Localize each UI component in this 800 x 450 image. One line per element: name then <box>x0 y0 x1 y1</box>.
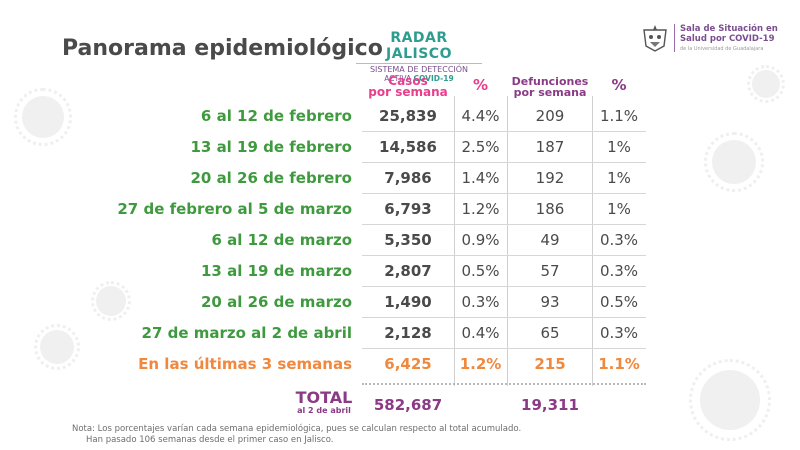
column-divider <box>454 96 455 386</box>
row-divider <box>362 224 646 225</box>
header-deaths: Defunciones por semana <box>511 75 589 99</box>
udg-seal-icon <box>643 25 667 52</box>
total-divider <box>362 383 646 385</box>
cases-value: 25,839 <box>379 107 437 125</box>
cases-pct: 0.4% <box>461 324 500 342</box>
cases-pct: 0.9% <box>461 231 500 249</box>
table-row: 27 de marzo al 2 de abril 2,128 0.4% 65 … <box>0 318 800 349</box>
week-label: 6 al 12 de marzo <box>211 231 352 249</box>
deaths-pct: 1.1% <box>599 107 639 125</box>
deaths-pct: 0.3% <box>599 262 639 280</box>
header-cases-pct: % <box>472 76 489 94</box>
logo-divider <box>674 24 675 52</box>
row-divider <box>362 255 646 256</box>
deaths-value: 65 <box>540 324 560 342</box>
table-row: 20 al 26 de marzo 1,490 0.3% 93 0.5% <box>0 287 800 318</box>
sala-subtitle: de la Universidad de Guadalajara <box>680 46 764 52</box>
row-divider <box>362 162 646 163</box>
virus-decoration-icon <box>33 323 81 371</box>
table-row: 20 al 26 de febrero 7,986 1.4% 192 1% <box>0 163 800 194</box>
row-divider <box>362 317 646 318</box>
radar-jalisco-logo: RADAR JALISCO SISTEMA DE DETECCIÓN ACTIV… <box>356 30 482 83</box>
deaths-value: 49 <box>540 231 560 249</box>
cases-value: 2,128 <box>384 324 432 342</box>
radar-subtitle-2: ACTIVA COVID-19 <box>384 74 454 83</box>
cases-value: 6,793 <box>384 200 432 218</box>
cases-pct: 2.5% <box>461 138 500 156</box>
page-title: Panorama epidemiológico <box>62 36 383 61</box>
header-cases: Casos por semana <box>368 74 448 99</box>
week-label: 6 al 12 de febrero <box>200 107 352 125</box>
sala-situacion-logo: Sala de Situación en Salud por COVID-19 d… <box>640 22 790 56</box>
sala-title: Sala de Situación en Salud por COVID-19 <box>680 24 778 44</box>
cases-pct: 4.4% <box>461 107 500 125</box>
week-label: 20 al 26 de febrero <box>190 169 352 187</box>
cases-value: 2,807 <box>384 262 432 280</box>
summary-row: En las últimas 3 semanas 6,425 1.2% 215 … <box>0 349 800 380</box>
summary-deaths-pct: 1.1% <box>598 355 640 373</box>
radar-subtitle: SISTEMA DE DETECCIÓN <box>356 63 482 74</box>
deaths-pct: 1% <box>607 138 631 156</box>
cases-pct: 0.5% <box>461 262 500 280</box>
total-deaths: 19,311 <box>521 396 579 414</box>
virus-decoration-icon <box>704 132 764 192</box>
table-row: 6 al 12 de marzo 5,350 0.9% 49 0.3% <box>0 225 800 256</box>
deaths-value: 209 <box>535 107 565 125</box>
summary-label: En las últimas 3 semanas <box>138 355 352 373</box>
cases-value: 1,490 <box>384 293 432 311</box>
virus-decoration-icon <box>90 280 132 322</box>
deaths-pct: 0.3% <box>599 324 639 342</box>
table-row: 6 al 12 de febrero 25,839 4.4% 209 1.1% <box>0 101 800 132</box>
week-label: 13 al 19 de marzo <box>201 262 352 280</box>
deaths-pct: 0.5% <box>599 293 639 311</box>
total-label: TOTAL al 2 de abril <box>295 388 353 415</box>
row-divider <box>362 131 646 132</box>
table-row: 13 al 19 de febrero 14,586 2.5% 187 1% <box>0 132 800 163</box>
deaths-pct: 1% <box>607 169 631 187</box>
summary-cases-pct: 1.2% <box>459 355 502 373</box>
cases-pct: 1.2% <box>461 200 500 218</box>
deaths-value: 57 <box>540 262 560 280</box>
deaths-value: 93 <box>540 293 560 311</box>
week-label: 27 de marzo al 2 de abril <box>141 324 352 342</box>
row-divider <box>362 286 646 287</box>
cases-value: 7,986 <box>384 169 432 187</box>
radar-name: RADAR JALISCO <box>386 30 452 62</box>
cases-pct: 1.4% <box>461 169 500 187</box>
summary-cases: 6,425 <box>384 355 432 373</box>
cases-pct: 0.3% <box>461 293 500 311</box>
deaths-pct: 1% <box>607 200 631 218</box>
row-divider <box>362 348 646 349</box>
column-divider <box>507 96 508 386</box>
week-label: 20 al 26 de marzo <box>201 293 352 311</box>
footnote-line-2: Han pasado 106 semanas desde el primer c… <box>86 435 334 445</box>
summary-deaths: 215 <box>534 355 566 373</box>
column-divider <box>592 96 593 386</box>
deaths-value: 187 <box>535 138 565 156</box>
footnote-line-1: Nota: Los porcentajes varían cada semana… <box>72 424 522 434</box>
virus-decoration-icon <box>14 88 72 146</box>
deaths-value: 192 <box>535 169 565 187</box>
total-cases: 582,687 <box>373 396 443 414</box>
deaths-value: 186 <box>535 200 565 218</box>
cases-value: 5,350 <box>384 231 432 249</box>
deaths-pct: 0.3% <box>599 231 639 249</box>
virus-decoration-icon <box>746 64 786 104</box>
table-row: 13 al 19 de marzo 2,807 0.5% 57 0.3% <box>0 256 800 287</box>
row-divider <box>362 193 646 194</box>
virus-decoration-icon <box>689 359 771 441</box>
table-row: 27 de febrero al 5 de marzo 6,793 1.2% 1… <box>0 194 800 225</box>
cases-value: 14,586 <box>379 138 437 156</box>
footnote: Nota: Los porcentajes varían cada semana… <box>72 424 521 446</box>
week-label: 27 de febrero al 5 de marzo <box>117 200 352 218</box>
week-label: 13 al 19 de febrero <box>190 138 352 156</box>
header-deaths-pct: % <box>611 76 627 94</box>
